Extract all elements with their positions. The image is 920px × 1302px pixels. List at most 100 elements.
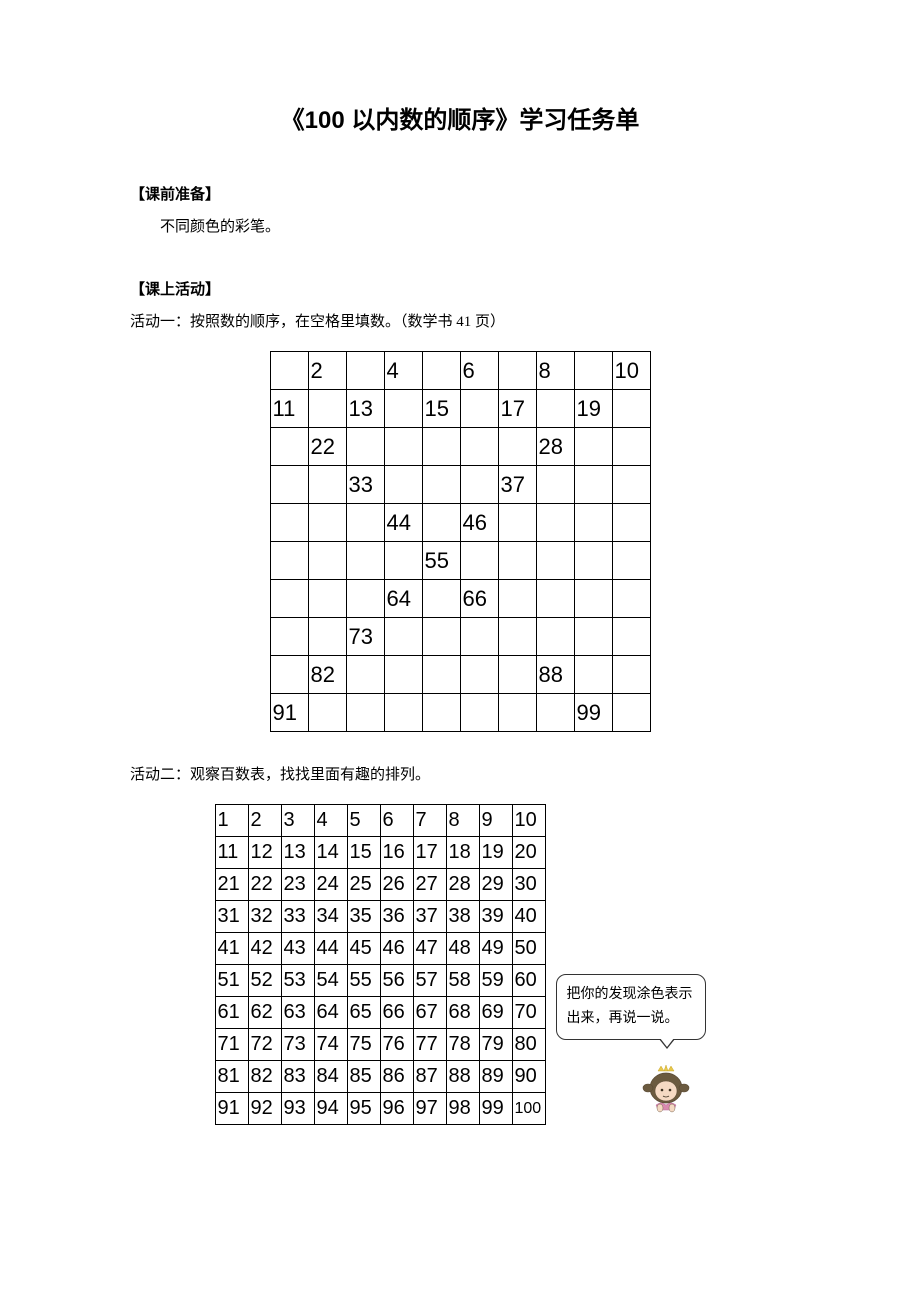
grid-cell bbox=[346, 504, 384, 542]
grid-cell: 32 bbox=[248, 901, 281, 933]
grid-cell: 72 bbox=[248, 1029, 281, 1061]
grid-cell bbox=[460, 656, 498, 694]
grid-cell bbox=[384, 428, 422, 466]
grid-cell: 75 bbox=[347, 1029, 380, 1061]
grid-cell: 90 bbox=[512, 1061, 545, 1093]
grid-cell: 64 bbox=[384, 580, 422, 618]
grid-cell bbox=[384, 466, 422, 504]
grid-cell bbox=[498, 580, 536, 618]
grid-cell: 43 bbox=[281, 933, 314, 965]
grid-cell: 39 bbox=[479, 901, 512, 933]
grid-cell: 21 bbox=[215, 869, 248, 901]
grid-cell: 82 bbox=[248, 1061, 281, 1093]
grid-cell bbox=[308, 542, 346, 580]
grid-cell: 35 bbox=[347, 901, 380, 933]
section1-heading: 【课前准备】 bbox=[130, 183, 790, 204]
grid-cell: 73 bbox=[346, 618, 384, 656]
grid-cell: 52 bbox=[248, 965, 281, 997]
grid-cell: 13 bbox=[281, 837, 314, 869]
grid-cell: 34 bbox=[314, 901, 347, 933]
grid-cell bbox=[460, 428, 498, 466]
grid-cell bbox=[270, 504, 308, 542]
grid-cell: 46 bbox=[380, 933, 413, 965]
grid-cell: 44 bbox=[384, 504, 422, 542]
grid-cell bbox=[574, 428, 612, 466]
grid-cell: 46 bbox=[460, 504, 498, 542]
grid-cell: 88 bbox=[536, 656, 574, 694]
grid-cell bbox=[612, 618, 650, 656]
character-illustration bbox=[556, 1058, 706, 1118]
grid-cell: 64 bbox=[314, 997, 347, 1029]
speech-text: 把你的发现涂色表示出来，再说一说。 bbox=[567, 987, 693, 1026]
grid-cell bbox=[384, 390, 422, 428]
grid-cell: 86 bbox=[380, 1061, 413, 1093]
grid-cell: 66 bbox=[460, 580, 498, 618]
grid-cell bbox=[270, 618, 308, 656]
grid-cell bbox=[422, 618, 460, 656]
grid-cell bbox=[612, 466, 650, 504]
grid-cell: 6 bbox=[460, 352, 498, 390]
grid-cell: 62 bbox=[248, 997, 281, 1029]
grid-cell: 51 bbox=[215, 965, 248, 997]
grid-cell: 82 bbox=[308, 656, 346, 694]
grid-cell: 37 bbox=[413, 901, 446, 933]
grid-cell: 38 bbox=[446, 901, 479, 933]
grid-cell bbox=[346, 694, 384, 732]
section2-heading: 【课上活动】 bbox=[130, 278, 790, 299]
grid-cell bbox=[536, 580, 574, 618]
grid-cell: 37 bbox=[498, 466, 536, 504]
grid-cell bbox=[270, 542, 308, 580]
number-grid-fill: 2468101113151719222833374446556466738288… bbox=[270, 351, 651, 732]
grid-cell: 77 bbox=[413, 1029, 446, 1061]
grid-cell bbox=[498, 352, 536, 390]
grid-cell bbox=[422, 504, 460, 542]
activity1-text: 活动一：按照数的顺序，在空格里填数。（数学书 41 页） bbox=[130, 307, 790, 337]
grid-cell bbox=[346, 656, 384, 694]
grid-cell: 10 bbox=[612, 352, 650, 390]
grid-cell: 81 bbox=[215, 1061, 248, 1093]
grid-cell bbox=[346, 580, 384, 618]
grid-cell: 4 bbox=[384, 352, 422, 390]
grid-cell: 31 bbox=[215, 901, 248, 933]
grid-cell: 23 bbox=[281, 869, 314, 901]
grid-cell: 15 bbox=[347, 837, 380, 869]
grid-cell bbox=[498, 694, 536, 732]
grid-cell: 83 bbox=[281, 1061, 314, 1093]
grid-cell: 58 bbox=[446, 965, 479, 997]
grid-cell bbox=[384, 694, 422, 732]
grid-cell bbox=[422, 580, 460, 618]
grid-cell bbox=[384, 542, 422, 580]
grid-cell: 98 bbox=[446, 1093, 479, 1125]
grid-cell bbox=[574, 618, 612, 656]
activity2-text: 活动二：观察百数表，找找里面有趣的排列。 bbox=[130, 760, 790, 790]
grid-cell: 13 bbox=[346, 390, 384, 428]
grid-cell: 11 bbox=[215, 837, 248, 869]
grid-cell bbox=[612, 694, 650, 732]
grid-cell: 53 bbox=[281, 965, 314, 997]
grid-cell: 49 bbox=[479, 933, 512, 965]
grid-cell bbox=[422, 656, 460, 694]
page-title: 《100 以内数的顺序》学习任务单 bbox=[130, 100, 790, 135]
grid-cell bbox=[574, 504, 612, 542]
grid-cell: 9 bbox=[479, 805, 512, 837]
grid-cell: 88 bbox=[446, 1061, 479, 1093]
grid-cell: 28 bbox=[536, 428, 574, 466]
grid-cell: 95 bbox=[347, 1093, 380, 1125]
grid-cell bbox=[308, 390, 346, 428]
grid-cell: 6 bbox=[380, 805, 413, 837]
grid-cell: 2 bbox=[308, 352, 346, 390]
grid-cell: 22 bbox=[308, 428, 346, 466]
grid-cell bbox=[574, 580, 612, 618]
grid-cell: 11 bbox=[270, 390, 308, 428]
grid-cell bbox=[308, 504, 346, 542]
grid-cell: 2 bbox=[248, 805, 281, 837]
grid-cell: 20 bbox=[512, 837, 545, 869]
grid-cell bbox=[574, 542, 612, 580]
grid-cell: 22 bbox=[248, 869, 281, 901]
grid-cell: 59 bbox=[479, 965, 512, 997]
grid-cell bbox=[612, 580, 650, 618]
grid-cell: 45 bbox=[347, 933, 380, 965]
grid-cell: 33 bbox=[281, 901, 314, 933]
grid-cell: 8 bbox=[536, 352, 574, 390]
grid-cell: 67 bbox=[413, 997, 446, 1029]
